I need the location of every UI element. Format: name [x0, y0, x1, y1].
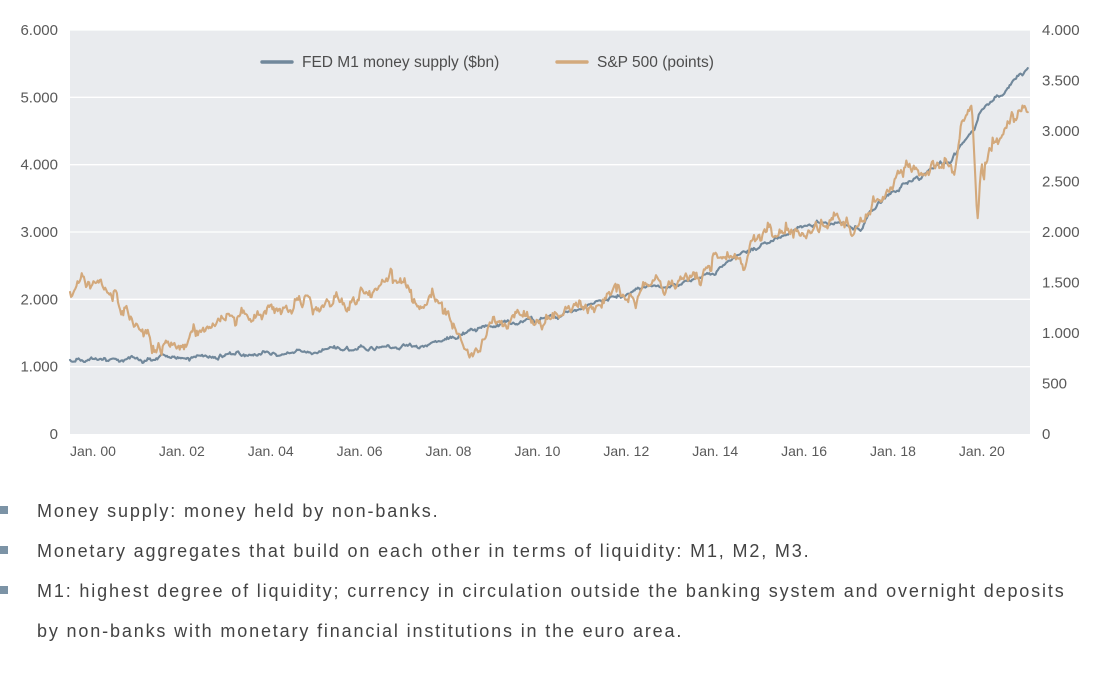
svg-text:1.000: 1.000 — [1042, 325, 1080, 342]
svg-text:0: 0 — [1042, 426, 1050, 443]
svg-text:FED M1 money supply ($bn): FED M1 money supply ($bn) — [302, 54, 499, 71]
svg-text:2.000: 2.000 — [20, 291, 58, 308]
svg-text:3.500: 3.500 — [1042, 73, 1080, 90]
svg-text:Jan. 02: Jan. 02 — [159, 443, 205, 459]
svg-text:Jan. 10: Jan. 10 — [514, 443, 560, 459]
svg-text:1.500: 1.500 — [1042, 275, 1080, 292]
svg-text:S&P 500 (points): S&P 500 (points) — [597, 54, 714, 71]
svg-text:Jan. 14: Jan. 14 — [692, 443, 738, 459]
svg-text:4.000: 4.000 — [1042, 22, 1080, 39]
svg-text:Jan. 04: Jan. 04 — [248, 443, 294, 459]
svg-text:0: 0 — [50, 426, 58, 443]
svg-text:3.000: 3.000 — [1042, 123, 1080, 140]
svg-text:4.000: 4.000 — [20, 157, 58, 174]
svg-text:Jan. 18: Jan. 18 — [870, 443, 916, 459]
svg-text:5.000: 5.000 — [20, 89, 58, 106]
svg-text:Jan. 06: Jan. 06 — [337, 443, 383, 459]
svg-text:Jan. 00: Jan. 00 — [70, 443, 116, 459]
svg-text:3.000: 3.000 — [20, 224, 58, 241]
svg-text:500: 500 — [1042, 376, 1067, 393]
svg-text:Jan. 20: Jan. 20 — [959, 443, 1005, 459]
svg-text:6.000: 6.000 — [20, 22, 58, 39]
svg-text:2.000: 2.000 — [1042, 224, 1080, 241]
svg-text:Jan. 12: Jan. 12 — [603, 443, 649, 459]
svg-text:2.500: 2.500 — [1042, 174, 1080, 191]
svg-text:Jan. 16: Jan. 16 — [781, 443, 827, 459]
svg-text:Jan. 08: Jan. 08 — [426, 443, 472, 459]
svg-text:1.000: 1.000 — [20, 359, 58, 376]
